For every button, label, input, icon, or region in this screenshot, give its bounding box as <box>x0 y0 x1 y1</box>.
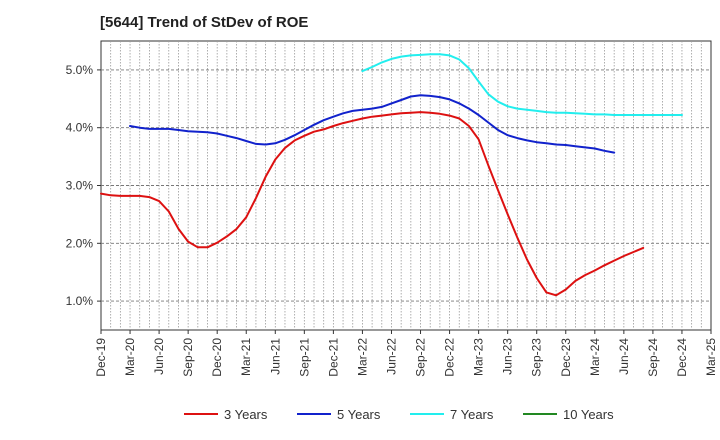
x-tick-label: Dec-21 <box>326 338 340 377</box>
x-tick-label: Mar-20 <box>123 338 137 376</box>
x-tick-label: Mar-23 <box>472 338 486 376</box>
x-tick-label: Sep-23 <box>530 338 544 377</box>
horizontal-grid <box>101 69 711 302</box>
x-tick-label: Sep-22 <box>414 338 428 377</box>
x-tick-label: Dec-22 <box>443 338 457 377</box>
legend-label: 10 Years <box>563 407 614 422</box>
x-tick-label: Mar-25 <box>704 338 718 376</box>
series-line-7-years <box>361 53 683 116</box>
y-tick-label: 3.0% <box>66 179 94 193</box>
legend-label: 3 Years <box>224 407 268 422</box>
series-line-5-years <box>129 94 616 154</box>
x-tick-label: Jun-21 <box>268 338 282 375</box>
x-tick-label: Jun-20 <box>152 338 166 375</box>
legend-label: 5 Years <box>337 407 381 422</box>
y-tick-label: 2.0% <box>66 236 94 250</box>
legend: 3 Years 5 Years 7 Years 10 Years <box>184 407 614 422</box>
chart-title: [5644] Trend of StDev of ROE <box>100 14 309 31</box>
x-tick-label: Sep-20 <box>181 338 195 377</box>
y-tick-label: 5.0% <box>66 63 94 77</box>
y-tick-label: 4.0% <box>66 121 94 135</box>
x-tick-label: Mar-22 <box>355 338 369 376</box>
x-tick-label: Jun-22 <box>384 338 398 375</box>
x-tick-label: Jun-23 <box>501 338 515 375</box>
x-tick-label: Dec-23 <box>559 338 573 377</box>
x-tick-label: Dec-19 <box>94 338 108 377</box>
x-tick-label: Mar-24 <box>588 338 602 376</box>
x-tick-label: Sep-21 <box>297 338 311 377</box>
series-line-3-years <box>100 111 645 297</box>
y-tick-label: 1.0% <box>66 294 94 308</box>
x-tick-label: Sep-24 <box>646 338 660 377</box>
x-tick-label: Dec-24 <box>675 338 689 377</box>
x-tick-label: Mar-21 <box>239 338 253 376</box>
x-tick-label: Jun-24 <box>617 338 631 375</box>
legend-label: 7 Years <box>450 407 494 422</box>
x-tick-label: Dec-20 <box>210 338 224 377</box>
